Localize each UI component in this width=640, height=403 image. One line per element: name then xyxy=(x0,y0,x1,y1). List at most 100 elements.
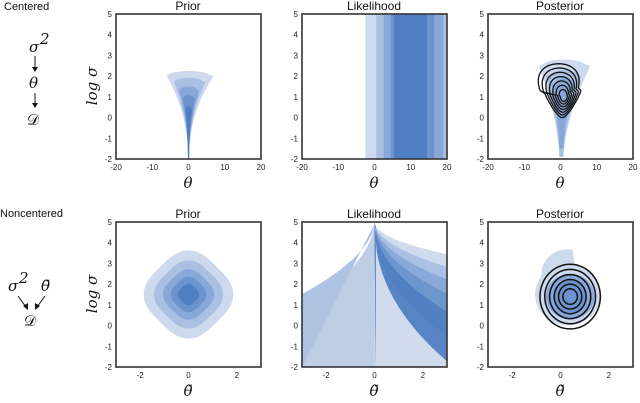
panel-title-noncentered-prior: Prior xyxy=(175,207,200,221)
ytick-label: -2 xyxy=(105,363,113,372)
ytick-label: 2 xyxy=(108,72,113,81)
xtick-label: -10 xyxy=(147,163,159,172)
ytick-label: -2 xyxy=(477,155,485,164)
xlabel-centered-posterior: θ xyxy=(555,174,564,192)
ytick-label: 1 xyxy=(108,301,113,310)
ytick-label: 3 xyxy=(108,51,113,60)
ylabel-centered: log σ xyxy=(83,66,101,105)
xtick-label: -10 xyxy=(333,163,345,172)
posterior-contour-2 xyxy=(541,67,580,116)
xtick-label: 0 xyxy=(558,163,563,172)
ytick-label: 1 xyxy=(480,93,485,102)
posterior-contour-6 xyxy=(555,84,571,105)
ytick-label: -1 xyxy=(105,134,113,143)
xtick-label: 0 xyxy=(558,371,563,380)
xtick-label: 0 xyxy=(372,371,377,380)
graph-arrowhead-3 xyxy=(23,303,28,310)
frame-centered-prior xyxy=(115,13,262,160)
likelihood-level-2 xyxy=(302,222,447,367)
posterior-contour-2 xyxy=(544,268,597,325)
row-label-noncentered: Noncentered xyxy=(0,208,63,220)
ytick-label: -1 xyxy=(291,342,299,351)
xtick-label: 0 xyxy=(372,163,377,172)
posterior-contour-7 xyxy=(558,88,569,103)
ytick-label: 3 xyxy=(294,51,299,60)
ytick-label: 5 xyxy=(480,10,485,19)
panel-title-noncentered-likelihood: Likelihood xyxy=(347,207,401,221)
ytick-label: 0 xyxy=(108,114,113,123)
prior-level-5 xyxy=(177,283,200,306)
xtick-label: -20 xyxy=(110,163,122,172)
posterior-contour-4 xyxy=(553,278,587,315)
ytick-label: -2 xyxy=(291,363,299,372)
graph-node-data-nc: 𝒟 xyxy=(24,312,36,330)
frame-noncentered-prior xyxy=(115,221,262,368)
graph-node-thetatilde: θ̃ xyxy=(41,277,50,295)
row-label-centered: Centered xyxy=(4,1,49,13)
graph-node-sigma: σ xyxy=(29,38,40,56)
ytick-label: 0 xyxy=(480,114,485,123)
ytick-label: 4 xyxy=(294,31,299,40)
plot-centered-likelihood xyxy=(365,14,447,159)
xtick-label: -2 xyxy=(137,371,145,380)
xtick-label: -10 xyxy=(519,163,531,172)
xtick-label: 20 xyxy=(629,163,638,172)
xtick-label: 10 xyxy=(406,163,415,172)
centered-graph: σ 2 θ 𝒟 xyxy=(27,30,50,129)
posterior-contour-5 xyxy=(557,283,583,310)
graph-node-sigma-nc: σ xyxy=(8,277,19,295)
xlabel-noncentered-posterior: θ̃ xyxy=(555,382,564,400)
plot-centered-prior xyxy=(166,71,214,159)
graph-node-data: 𝒟 xyxy=(27,111,39,129)
ytick-label: 3 xyxy=(294,259,299,268)
posterior-contour-1 xyxy=(537,63,582,119)
posterior-contour-5 xyxy=(552,80,573,108)
ytick-label: 4 xyxy=(480,31,485,40)
xlabel-centered-prior: θ xyxy=(183,174,192,192)
ytick-label: 5 xyxy=(480,218,485,227)
ytick-label: 5 xyxy=(108,10,113,19)
plot-centered-posterior xyxy=(537,59,591,157)
xtick-label: 0 xyxy=(186,371,191,380)
ytick-label: 0 xyxy=(294,114,299,123)
xtick-label: -20 xyxy=(482,163,494,172)
panel-title-centered-prior: Prior xyxy=(175,0,200,13)
xlabel-noncentered-likelihood: θ̃ xyxy=(369,382,378,400)
ytick-label: 0 xyxy=(480,322,485,331)
graph-arrowhead-4 xyxy=(35,303,40,310)
frame-centered-posterior xyxy=(487,13,634,160)
xtick-label: 20 xyxy=(257,163,266,172)
ytick-label: 1 xyxy=(294,93,299,102)
xtick-label: 10 xyxy=(220,163,229,172)
ytick-label: 2 xyxy=(294,72,299,81)
ytick-label: 2 xyxy=(294,280,299,289)
ytick-label: 3 xyxy=(480,259,485,268)
graph-arrowhead-1 xyxy=(32,67,38,72)
posterior-contour-3 xyxy=(548,273,592,320)
panel-title-centered-likelihood: Likelihood xyxy=(347,0,401,13)
frame-noncentered-likelihood xyxy=(301,221,448,368)
xtick-label: 10 xyxy=(592,163,601,172)
graph-node-sigma-sup: 2 xyxy=(39,30,50,48)
ytick-label: 2 xyxy=(480,280,485,289)
frame-noncentered-posterior xyxy=(487,221,634,368)
xtick-label: -2 xyxy=(509,371,517,380)
posterior-contour-3 xyxy=(545,71,577,113)
ytick-label: -1 xyxy=(291,134,299,143)
ytick-label: 4 xyxy=(480,239,485,248)
ytick-label: -1 xyxy=(105,342,113,351)
xtick-label: 0 xyxy=(186,163,191,172)
graph-node-theta: θ xyxy=(29,74,38,92)
ytick-label: 0 xyxy=(108,322,113,331)
xtick-label: 2 xyxy=(421,371,426,380)
ytick-label: 1 xyxy=(294,301,299,310)
ytick-label: 2 xyxy=(108,280,113,289)
frame-centered-likelihood xyxy=(301,13,448,160)
ytick-label: 5 xyxy=(294,10,299,19)
ytick-label: -1 xyxy=(477,342,485,351)
density-level-5 xyxy=(185,106,192,159)
likelihood-lower-left xyxy=(302,223,375,367)
ytick-label: 4 xyxy=(294,239,299,248)
